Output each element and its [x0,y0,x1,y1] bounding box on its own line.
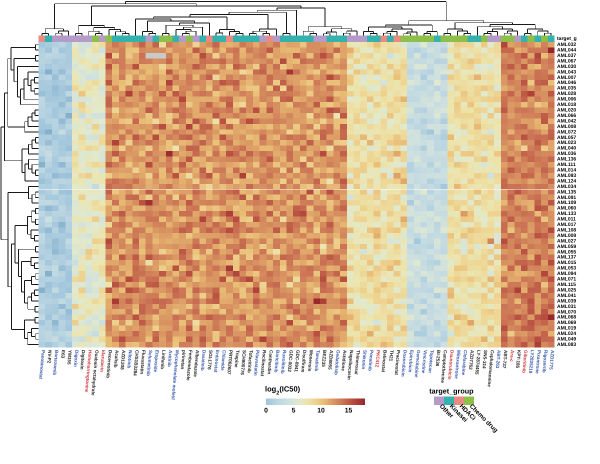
svg-text:5: 5 [292,408,296,415]
svg-text:E63: E63 [60,350,66,359]
svg-text:15: 15 [345,408,353,415]
svg-text:target_group: target_group [429,387,474,396]
svg-text:0: 0 [264,408,268,415]
svg-text:target_g: target_g [557,36,577,42]
svg-text:AML083: AML083 [557,342,576,348]
svg-text:TH21: TH21 [388,350,394,362]
svg-text:Ara-c: Ara-c [509,350,515,363]
svg-text:10: 10 [317,408,325,415]
